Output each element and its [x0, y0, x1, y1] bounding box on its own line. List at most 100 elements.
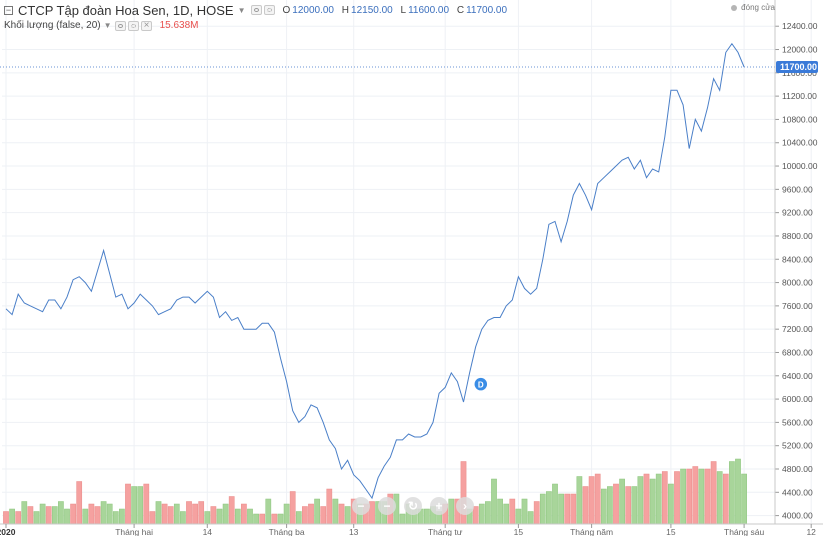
volume-bar — [582, 486, 589, 525]
ohlc-values: O 12000.00 H 12150.00 L 11600.00 C 11700.00 — [283, 5, 513, 16]
volume-bar — [539, 493, 546, 525]
volume-bar — [472, 506, 479, 525]
eye-icon[interactable] — [114, 20, 126, 31]
volume-bar — [686, 468, 693, 525]
volume-bar — [100, 501, 107, 525]
volume-bar — [661, 471, 668, 525]
volume-bar — [558, 493, 564, 525]
volume-bar — [527, 511, 534, 525]
status-dot-icon — [731, 4, 738, 11]
price-tick-label: 10400.00 — [782, 138, 818, 148]
volume-bar — [234, 508, 241, 525]
time-tick-label: 15 — [514, 527, 524, 536]
volume-bar — [58, 501, 64, 525]
volume-bar — [485, 501, 491, 525]
volume-bar — [326, 488, 333, 525]
volume-bar — [173, 503, 180, 525]
zoom-out-button[interactable]: − — [352, 497, 370, 515]
close-key: C — [456, 4, 465, 16]
volume-bar — [21, 501, 28, 525]
volume-bar — [302, 506, 308, 525]
volume-bar — [119, 508, 125, 525]
volume-bar — [533, 501, 540, 525]
price-tick-label: 4400.00 — [782, 487, 813, 497]
volume-bar — [112, 511, 119, 525]
time-axis: 2020 Tháng hai 14 Tháng ba 13 Tháng tư 15 Tháng… — [0, 523, 823, 536]
volume-bar — [216, 508, 223, 525]
volume-value: 15.638M — [159, 20, 199, 31]
volume-bar — [51, 506, 58, 525]
scroll-right-button[interactable]: › — [456, 497, 474, 515]
volume-bar — [186, 501, 192, 525]
volume-bar — [70, 503, 76, 525]
volume-bar — [613, 483, 619, 525]
volume-bar — [576, 476, 583, 525]
eye-icon[interactable] — [250, 5, 262, 15]
volume-bar — [271, 513, 278, 525]
volume-bar — [204, 511, 211, 525]
settings-icon[interactable] — [127, 20, 139, 31]
price-tick-label: 8000.00 — [782, 278, 813, 288]
volume-bar — [600, 488, 607, 525]
volume-bar — [228, 496, 235, 525]
volume-bar — [198, 501, 205, 525]
time-tick-label: Tháng hai — [115, 527, 153, 536]
price-tick-label: 12000.00 — [782, 45, 818, 55]
volume-bar — [33, 511, 40, 525]
scroll-left-button[interactable]: − — [378, 497, 396, 515]
volume-bar — [741, 473, 747, 525]
time-tick-label: 15 — [666, 527, 676, 536]
volume-bar — [143, 483, 150, 525]
price-tick-label: 6400.00 — [782, 371, 813, 381]
close-icon[interactable] — [140, 20, 152, 31]
volume-bar — [716, 471, 723, 525]
volume-bar — [344, 506, 351, 525]
dividend-event-marker[interactable]: D — [473, 376, 489, 392]
settings-icon[interactable] — [263, 5, 275, 15]
volume-bar — [637, 476, 644, 525]
time-tick-label: Tháng ba — [269, 527, 305, 536]
symbol-title[interactable]: CTCP Tập đoàn Hoa Sen, 1D, HOSE — [18, 2, 234, 18]
price-tick-label: 6000.00 — [782, 394, 813, 404]
volume-bar — [259, 513, 266, 525]
price-tick-label: 4000.00 — [782, 511, 813, 521]
volume-bar — [76, 481, 83, 525]
zoom-in-button[interactable]: + — [430, 497, 448, 515]
last-price-tag: 11700.00 — [776, 61, 818, 73]
price-tick-label: 9600.00 — [782, 184, 813, 194]
volume-bar — [332, 498, 339, 525]
volume-bar — [137, 486, 144, 525]
volume-bar — [15, 511, 22, 525]
collapse-toggle-icon[interactable]: − — [4, 4, 13, 15]
volume-bar — [655, 473, 662, 525]
volume-study-label[interactable]: Khối lượng (false, 20) — [4, 20, 101, 31]
volume-bar — [588, 476, 595, 525]
volume-bar — [180, 511, 186, 525]
volume-bar — [674, 471, 680, 525]
volume-bar — [692, 466, 699, 525]
price-series-line — [5, 42, 745, 500]
chevron-down-icon[interactable]: ▼ — [237, 5, 246, 15]
volume-bar — [314, 498, 320, 525]
reset-button[interactable]: ↻ — [404, 497, 422, 515]
volume-bar — [643, 473, 650, 525]
price-tick-label: 4800.00 — [782, 464, 813, 474]
volume-bar — [247, 508, 253, 525]
volume-bar — [722, 473, 729, 525]
volume-bar — [680, 468, 686, 525]
chevron-down-icon[interactable]: ▼ — [103, 21, 112, 30]
price-tick-label: 7200.00 — [782, 324, 813, 334]
volume-bar — [704, 468, 711, 525]
volume-bar — [45, 506, 52, 525]
volume-bar — [210, 506, 217, 525]
time-tick-label: Tháng sáu — [724, 527, 764, 536]
volume-bar — [478, 503, 485, 525]
volume-bar — [253, 513, 259, 525]
volume-bar — [222, 503, 229, 525]
price-tick-label: 10800.00 — [782, 114, 818, 124]
volume-bar — [710, 461, 717, 525]
volume-bar — [241, 503, 247, 525]
volume-bar — [192, 503, 198, 525]
volume-bar — [649, 478, 656, 525]
